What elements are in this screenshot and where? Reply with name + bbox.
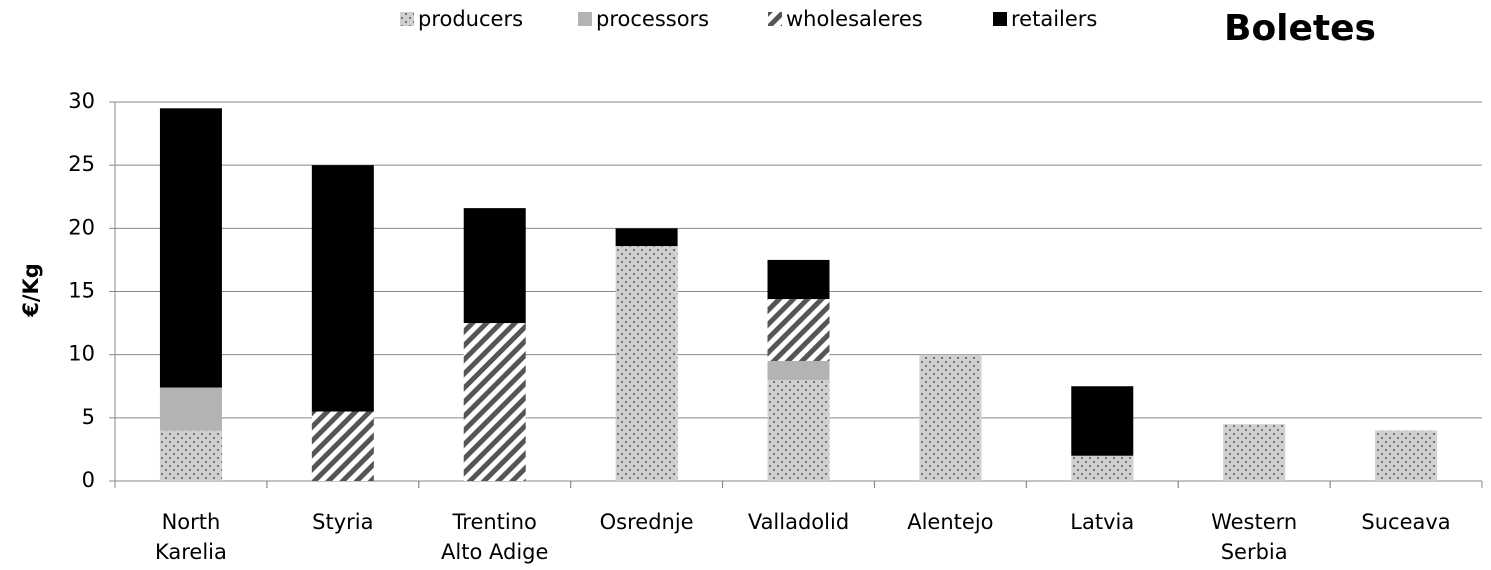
x-tick-label: Alentejo bbox=[907, 510, 993, 534]
y-tick-label: 30 bbox=[68, 89, 95, 113]
y-tick-label: 25 bbox=[68, 152, 95, 176]
bar-segment bbox=[311, 411, 374, 481]
bar-segment bbox=[1071, 455, 1134, 481]
bar-segment bbox=[159, 430, 222, 481]
x-tick-label: Styria bbox=[312, 510, 373, 534]
x-tick-label: Western bbox=[1211, 510, 1297, 534]
y-tick-label: 20 bbox=[68, 215, 95, 239]
bar-segment bbox=[159, 108, 222, 388]
bar-segment bbox=[767, 259, 830, 300]
x-tick-label: Alto Adige bbox=[441, 540, 548, 564]
bar-segment bbox=[767, 299, 830, 361]
chart-title: Boletes bbox=[1224, 8, 1376, 49]
x-tick-label: Osrednje bbox=[600, 510, 694, 534]
bar-segment bbox=[159, 387, 222, 431]
bar-segment bbox=[615, 228, 678, 247]
legend-swatch bbox=[400, 12, 414, 26]
bar-segment bbox=[1071, 386, 1134, 456]
legend-label: producers bbox=[418, 7, 523, 31]
legend-swatch bbox=[768, 12, 782, 26]
y-tick-label: 15 bbox=[68, 279, 95, 303]
bar-segment bbox=[463, 323, 526, 481]
bar-segment bbox=[311, 165, 374, 412]
x-tick-label: North bbox=[162, 510, 221, 534]
bar-segment bbox=[919, 354, 982, 481]
bar-segment bbox=[615, 246, 678, 481]
bar-segment bbox=[767, 360, 830, 380]
bar-segment bbox=[1223, 424, 1286, 481]
x-tick-label: Latvia bbox=[1070, 510, 1134, 534]
x-tick-label: Valladolid bbox=[748, 510, 849, 534]
y-tick-label: 5 bbox=[82, 405, 95, 429]
bar-segment bbox=[463, 208, 526, 324]
bar-segment bbox=[767, 379, 830, 481]
y-axis-label: €/Kg bbox=[19, 263, 43, 318]
legend-label: processors bbox=[596, 7, 709, 31]
x-tick-label: Suceava bbox=[1361, 510, 1450, 534]
x-tick-label: Karelia bbox=[155, 540, 227, 564]
bar-segment bbox=[1375, 430, 1438, 481]
legend-swatch bbox=[993, 12, 1007, 26]
legend-swatch bbox=[578, 12, 592, 26]
y-tick-label: 0 bbox=[82, 468, 95, 492]
legend-label: wholesaleres bbox=[786, 7, 923, 31]
x-tick-label: Trentino bbox=[452, 510, 537, 534]
x-tick-label: Serbia bbox=[1221, 540, 1288, 564]
legend-label: retailers bbox=[1011, 7, 1097, 31]
y-tick-label: 10 bbox=[68, 342, 95, 366]
